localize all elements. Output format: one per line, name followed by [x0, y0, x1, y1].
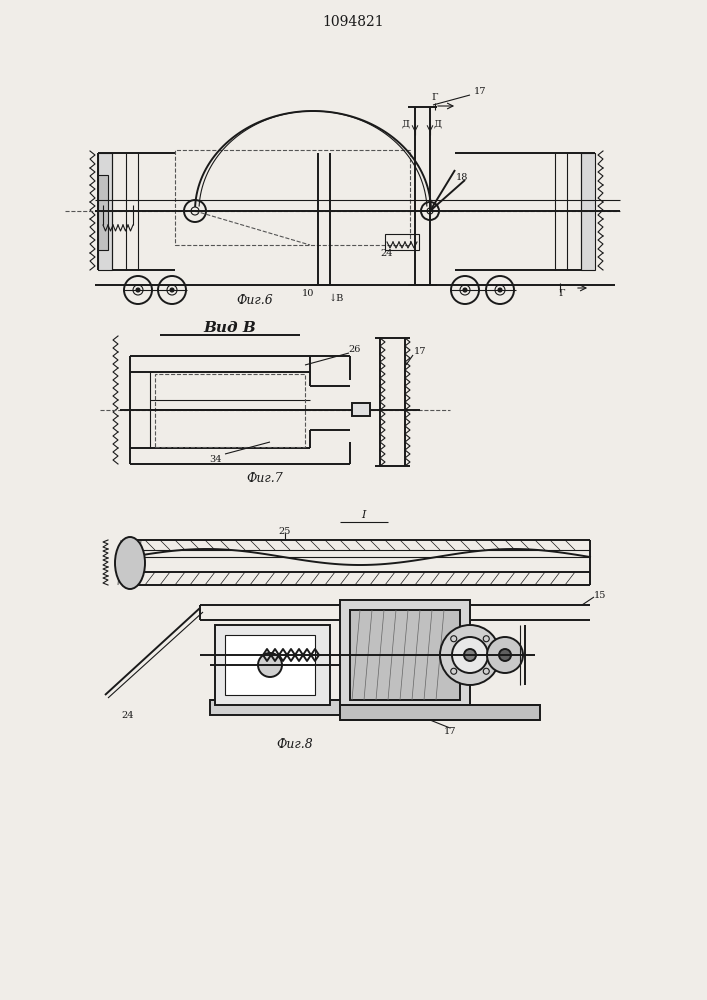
Text: Д: Д: [401, 119, 409, 128]
Text: 25: 25: [279, 526, 291, 536]
Text: 34: 34: [209, 454, 221, 464]
Text: 10: 10: [302, 290, 314, 298]
Bar: [215, 625, 330, 705]
Circle shape: [170, 288, 174, 292]
Bar: [210, 700, 440, 715]
Ellipse shape: [115, 537, 145, 589]
Text: 17: 17: [474, 88, 486, 97]
Text: 17: 17: [444, 728, 456, 736]
Text: Д: Д: [434, 119, 442, 128]
Circle shape: [464, 649, 476, 661]
Text: Фиг.8: Фиг.8: [276, 738, 313, 752]
Bar: [225, 635, 315, 695]
Bar: [385, 234, 419, 250]
Bar: [340, 600, 470, 710]
Text: 24: 24: [381, 249, 393, 258]
Bar: [98, 175, 108, 250]
Text: 24: 24: [122, 710, 134, 720]
Bar: [155, 374, 305, 447]
Bar: [175, 150, 410, 245]
Text: I: I: [361, 510, 366, 520]
Text: 18: 18: [456, 172, 468, 182]
Text: Фиг.6: Фиг.6: [237, 294, 274, 306]
Text: Г: Г: [559, 290, 566, 298]
Circle shape: [499, 649, 511, 661]
Text: Вид В: Вид В: [204, 321, 257, 335]
Text: 26: 26: [349, 346, 361, 355]
Circle shape: [136, 288, 140, 292]
Bar: [581, 153, 595, 270]
Text: Г: Г: [432, 93, 438, 102]
Text: 17: 17: [414, 348, 426, 357]
Text: 15: 15: [594, 590, 606, 599]
Text: 1094821: 1094821: [322, 15, 384, 29]
Text: Фиг.7: Фиг.7: [247, 472, 284, 485]
Circle shape: [440, 625, 500, 685]
Bar: [352, 403, 370, 416]
Circle shape: [452, 637, 488, 673]
Circle shape: [498, 288, 502, 292]
Text: ↓В: ↓В: [329, 294, 345, 302]
Circle shape: [463, 288, 467, 292]
Bar: [340, 705, 540, 720]
Circle shape: [487, 637, 523, 673]
Bar: [98, 153, 112, 270]
Bar: [350, 610, 460, 700]
Circle shape: [258, 653, 282, 677]
